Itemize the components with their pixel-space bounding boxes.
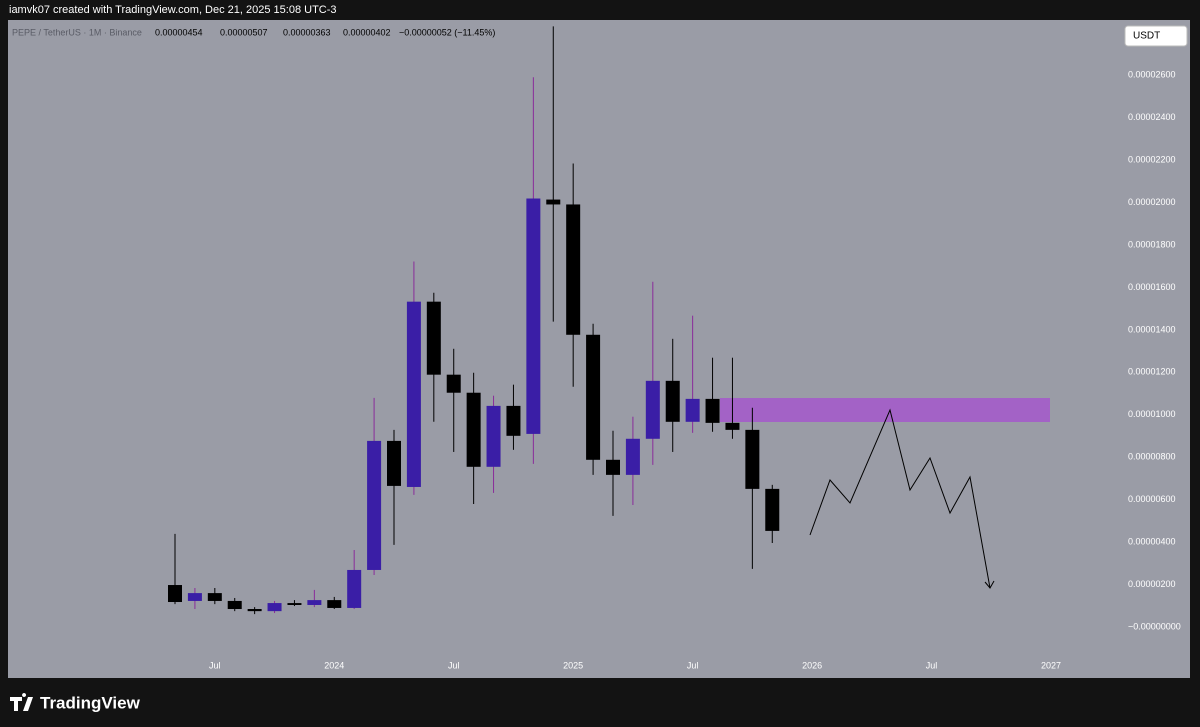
candle-body (387, 440, 401, 486)
candle-body (586, 334, 601, 460)
candle-body (347, 569, 362, 608)
y-tick-label: 0.00000400 (1128, 537, 1176, 547)
header-low: 0.00000363 (283, 27, 331, 37)
projection-arrow (984, 580, 995, 589)
x-tick-label: 2024 (324, 660, 344, 670)
candle-body (705, 398, 720, 423)
y-tick-label: 0.00002600 (1128, 70, 1176, 80)
candle-body (725, 422, 740, 430)
y-tick-label: −0.00000000 (1128, 621, 1181, 631)
candle-body (307, 600, 322, 605)
candle-body (466, 392, 481, 467)
candle-body (446, 374, 461, 393)
logo-icon (10, 693, 33, 711)
logo-text: TradingView (40, 693, 141, 712)
projection-path (809, 408, 991, 589)
x-tick-label: Jul (687, 660, 699, 670)
candle-body (247, 609, 262, 612)
candle-body (227, 600, 242, 610)
currency-label[interactable]: USDT (1133, 31, 1160, 42)
y-tick-label: 0.00000600 (1128, 494, 1176, 504)
y-tick-label: 0.00002200 (1128, 154, 1176, 164)
candle-body (645, 380, 660, 439)
candle-body (207, 593, 222, 601)
candle-body (327, 600, 342, 608)
candle-body (625, 438, 640, 475)
y-tick-label: 0.00001000 (1128, 409, 1176, 419)
header-close: 0.00000402 (343, 27, 391, 37)
x-tick-label: Jul (926, 660, 938, 670)
candle-body (367, 440, 382, 570)
y-tick-label: 0.00002400 (1128, 112, 1176, 122)
x-tick-label: 2027 (1041, 660, 1061, 670)
x-tick-label: 2026 (802, 660, 822, 670)
header-open: 0.00000454 (155, 27, 203, 37)
credit: iamvk07 created with TradingView.com, De… (9, 4, 337, 16)
candle-body (267, 603, 282, 612)
currency-button[interactable] (1124, 25, 1188, 47)
header-high: 0.00000507 (220, 27, 268, 37)
candle-body (685, 398, 700, 422)
header-change: −0.00000052 (−11.45%) (399, 27, 495, 37)
candle-body (566, 204, 581, 335)
candle-body (745, 429, 760, 489)
candle-body (546, 199, 561, 205)
y-tick-label: 0.00000800 (1128, 452, 1176, 462)
candle-body (765, 488, 780, 531)
y-tick-label: 0.00000200 (1128, 579, 1176, 589)
y-tick-label: 0.00001600 (1128, 282, 1176, 292)
y-tick-label: 0.00001800 (1128, 239, 1176, 249)
candle-body (406, 301, 421, 487)
x-tick-label: Jul (448, 660, 460, 670)
candle-body (426, 301, 441, 375)
candle-body (526, 198, 541, 434)
candle-body (506, 405, 521, 436)
y-tick-label: 0.00001400 (1128, 324, 1176, 334)
candle-body (168, 585, 182, 603)
x-tick-label: 2025 (563, 660, 583, 670)
candle-body (606, 459, 620, 475)
candle-body (486, 405, 501, 467)
y-tick-label: 0.00002000 (1128, 197, 1176, 207)
candle-body (665, 380, 680, 422)
logo: TradingView (10, 693, 141, 712)
y-tick-label: 0.00001200 (1128, 367, 1176, 377)
candle-body (287, 603, 302, 605)
chart-title: PEPE / TetherUS · 1M · Binance (12, 27, 142, 37)
x-tick-label: Jul (209, 660, 221, 670)
candle-body (187, 593, 202, 601)
resistance-zone (720, 398, 1050, 422)
